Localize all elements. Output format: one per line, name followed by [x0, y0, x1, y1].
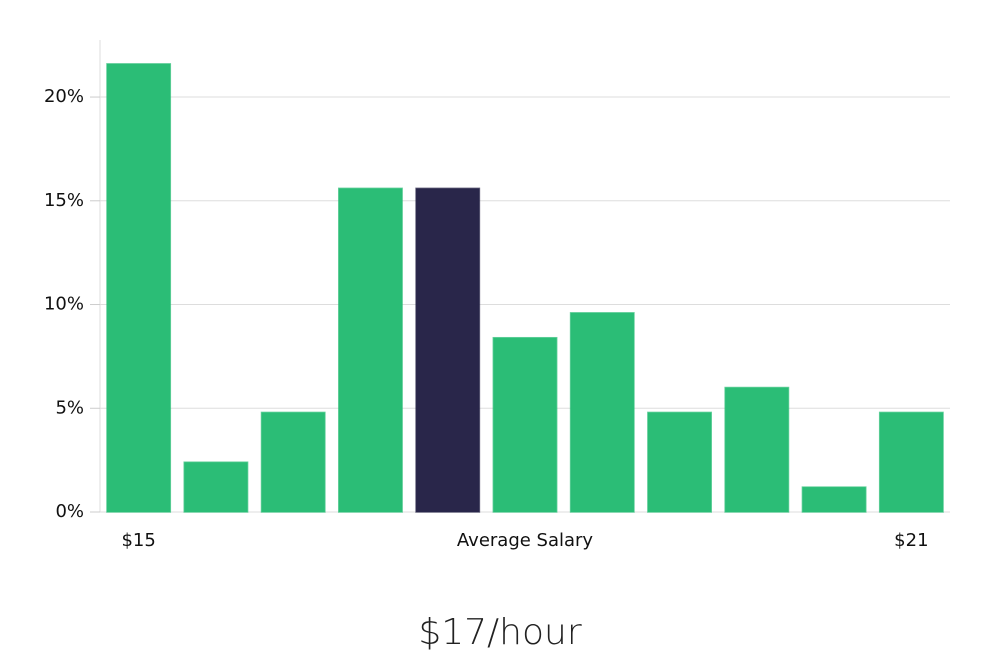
bar — [569, 312, 635, 513]
bar — [647, 411, 712, 513]
bar — [724, 386, 790, 513]
y-tick-label: 0% — [55, 501, 84, 522]
bar — [492, 336, 558, 513]
bar — [260, 411, 326, 513]
chart-subtitle: $17/hour — [418, 612, 582, 653]
x-tick-label: $21 — [894, 530, 928, 551]
y-tick-label: 20% — [44, 86, 84, 107]
x-tick-label: $15 — [121, 530, 155, 551]
x-tick-label: Average Salary — [457, 530, 594, 551]
y-tick-label: 15% — [44, 190, 84, 211]
bar — [801, 486, 867, 513]
bar — [878, 411, 944, 513]
y-tick-label: 10% — [44, 294, 84, 315]
y-tick-label: 5% — [55, 397, 84, 418]
bar — [106, 63, 172, 513]
bar — [415, 187, 481, 513]
bar — [183, 461, 249, 513]
bar — [338, 187, 403, 513]
